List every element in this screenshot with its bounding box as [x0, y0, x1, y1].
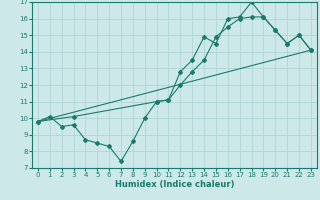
X-axis label: Humidex (Indice chaleur): Humidex (Indice chaleur) — [115, 180, 234, 189]
